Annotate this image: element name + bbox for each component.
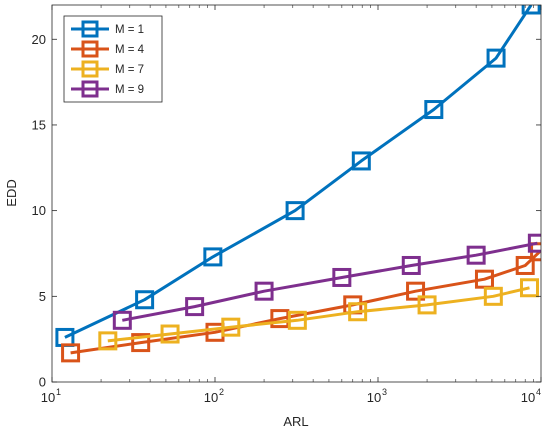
- legend-entry: M = 1: [71, 20, 144, 38]
- data-point: [466, 245, 486, 265]
- svg-text:4: 4: [536, 387, 541, 397]
- y-tick-label: 5: [39, 289, 46, 304]
- data-point: [135, 290, 155, 310]
- legend-marker: [81, 20, 99, 38]
- data-point: [424, 100, 444, 120]
- data-point: [417, 295, 437, 315]
- y-axis-label: EDD: [4, 179, 19, 206]
- y-tick-label: 0: [39, 375, 46, 390]
- legend-marker: [81, 80, 99, 98]
- axes-box: [51, 4, 542, 383]
- legend-entry: M = 9: [71, 80, 144, 98]
- series-3: [98, 278, 539, 351]
- svg-text:1: 1: [56, 387, 61, 397]
- series-line: [64, 5, 533, 339]
- legend-label: M = 7: [115, 64, 144, 76]
- data-point: [527, 233, 541, 253]
- legend-label: M = 1: [115, 24, 144, 36]
- y-tick-label: 15: [32, 117, 46, 132]
- x-tick-label: 10 4: [521, 387, 541, 405]
- data-point: [332, 267, 352, 287]
- legend-label: M = 9: [115, 84, 144, 96]
- data-point: [521, 5, 541, 15]
- data-point: [406, 281, 426, 301]
- series-layer: [55, 5, 541, 363]
- legend-label: M = 4: [115, 44, 145, 56]
- x-tick-label: 10 1: [41, 387, 61, 405]
- svg-text:10: 10: [204, 390, 218, 405]
- y-tick-label: 10: [32, 203, 46, 218]
- svg-text:3: 3: [382, 387, 387, 397]
- data-point: [160, 324, 180, 344]
- data-point: [185, 297, 205, 317]
- data-point: [519, 278, 539, 298]
- data-point: [112, 310, 132, 330]
- svg-text:10: 10: [41, 390, 55, 405]
- data-point: [351, 151, 371, 171]
- y-tick-label: 20: [32, 32, 46, 47]
- data-point: [254, 281, 274, 301]
- data-point: [131, 333, 151, 353]
- data-point: [55, 327, 75, 347]
- legend: M = 1 M = 4 M = 7 M = 9: [63, 15, 163, 103]
- x-axis-label: ARL: [283, 414, 308, 429]
- data-point: [515, 255, 535, 275]
- svg-text:10: 10: [367, 390, 381, 405]
- legend-marker: [81, 40, 99, 58]
- series-line: [107, 286, 530, 343]
- data-point: [483, 286, 503, 306]
- data-point: [401, 255, 421, 275]
- data-point: [486, 48, 506, 68]
- data-point: [221, 317, 241, 337]
- series-line: [122, 241, 538, 322]
- data-point: [287, 310, 307, 330]
- legend-entry: M = 7: [71, 60, 144, 78]
- series-4: [112, 233, 541, 330]
- x-tick-label: 10 3: [367, 387, 387, 405]
- data-point: [285, 201, 305, 221]
- data-point: [203, 247, 223, 267]
- data-point: [348, 302, 368, 322]
- x-tick-label: 10 2: [204, 387, 224, 405]
- legend-marker: [81, 60, 99, 78]
- data-point: [61, 343, 81, 363]
- legend-entry: M = 4: [71, 40, 145, 58]
- svg-text:10: 10: [521, 390, 535, 405]
- data-point: [98, 331, 118, 351]
- svg-text:2: 2: [219, 387, 224, 397]
